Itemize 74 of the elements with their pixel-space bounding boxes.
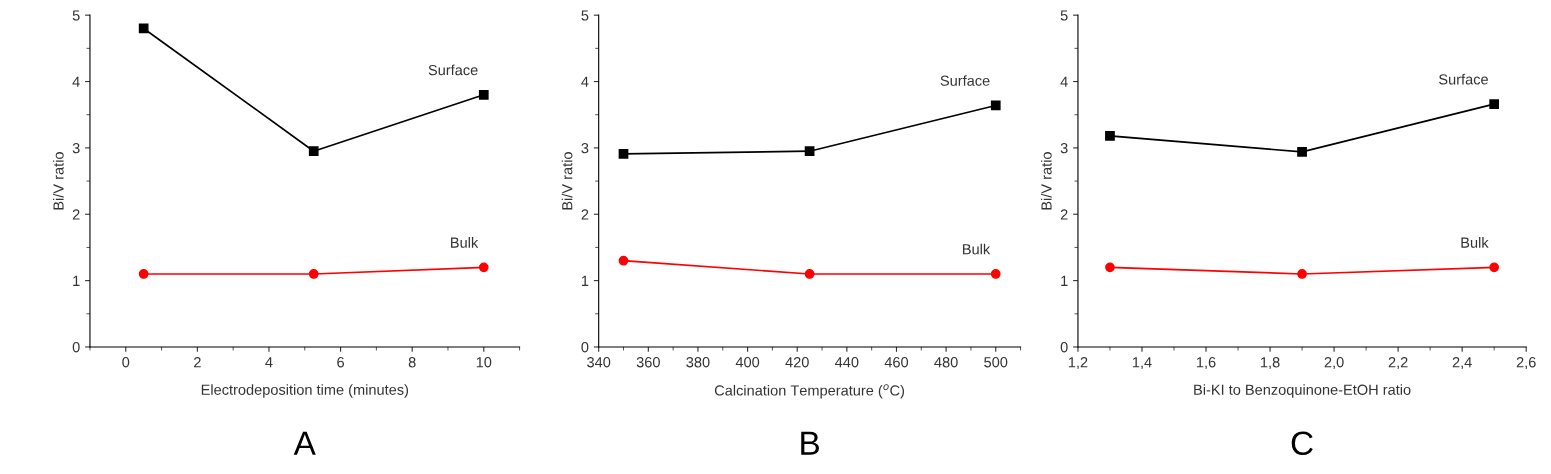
point	[478, 262, 489, 273]
point	[138, 269, 149, 279]
y-tick-label: 4	[1060, 76, 1068, 87]
x-tick-label: 400	[735, 357, 760, 368]
y-tick-label: 3	[1060, 142, 1068, 154]
point	[618, 148, 629, 159]
point	[308, 269, 319, 279]
y-axis-title: Bi/V ratio	[1040, 152, 1052, 210]
point	[1297, 147, 1307, 157]
x-tick-label: 500	[984, 357, 1008, 368]
y-tick-label: 5	[1060, 10, 1068, 21]
x-tick-label: 360	[636, 357, 660, 368]
point	[1489, 262, 1500, 273]
x-tick-label: 460	[884, 357, 909, 368]
x-tick-label: 1,8	[1261, 357, 1280, 370]
point	[1489, 99, 1500, 109]
x-tick-label: 10	[476, 357, 492, 368]
text: A	[293, 431, 316, 455]
point	[804, 146, 815, 157]
x-tick-label: 380	[686, 357, 710, 368]
point	[1105, 131, 1115, 141]
x-tick-label: 2,4	[1452, 357, 1472, 370]
point	[990, 269, 1001, 279]
x-tick-label: 0	[122, 357, 130, 368]
point	[990, 100, 1001, 111]
y-tick-label: 4	[581, 76, 589, 87]
y-tick-label: 3	[72, 142, 80, 154]
series-label: Surface	[940, 75, 990, 86]
y-tick-label: 2	[581, 209, 589, 220]
x-tick-label: 2,2	[1388, 357, 1408, 370]
x-tick-label: 2	[194, 357, 201, 368]
y-tick-label: 5	[72, 10, 80, 21]
x-tick-label: 4	[265, 357, 273, 368]
text: B	[801, 431, 819, 455]
point	[138, 23, 149, 34]
y-axis-title: Bi/V ratio	[52, 152, 64, 210]
x-axis-title: Calcination Temperature ($^{o}$C)	[714, 384, 905, 399]
series-label: Surface	[1439, 73, 1488, 85]
x-tick-label: 1,2	[1068, 357, 1088, 370]
x-tick-label: 480	[934, 357, 958, 368]
point	[1297, 269, 1307, 279]
y-tick-label: 4	[72, 76, 80, 87]
point	[308, 146, 319, 157]
series-label: Bulk	[451, 237, 479, 248]
y-tick-label: 0	[581, 342, 589, 353]
series-label: Bulk	[1461, 237, 1489, 248]
text: C	[1291, 431, 1313, 456]
y-tick-label: 1	[581, 275, 589, 286]
y-tick-label: 2	[72, 209, 80, 220]
y-tick-label: 5	[581, 10, 589, 21]
point	[1105, 262, 1115, 273]
y-tick-label: 0	[72, 342, 80, 353]
y-tick-label: 1	[1061, 275, 1068, 286]
series-label: Surface	[428, 64, 478, 76]
x-tick-label: 1,6	[1196, 357, 1216, 370]
point	[804, 269, 815, 279]
x-tick-label: 420	[785, 357, 809, 368]
x-axis-title: Electrodeposition time (minutes)	[201, 384, 409, 398]
x-tick-label: 6	[337, 357, 344, 368]
y-tick-label: 1	[73, 275, 80, 286]
x-axis-title: Bi-KI to Benzoquinone-EtOH ratio	[1194, 384, 1411, 398]
x-tick-label: 2,6	[1516, 357, 1536, 370]
x-tick-label: 1,4	[1132, 357, 1152, 370]
x-tick-label: 440	[835, 357, 859, 368]
point	[618, 255, 629, 266]
x-tick-label: 340	[587, 357, 611, 368]
x-tick-label: 8	[408, 357, 416, 368]
y-axis-title: Bi/V ratio	[561, 152, 573, 210]
y-tick-label: 2	[1060, 209, 1068, 220]
y-tick-label: 3	[581, 142, 589, 154]
series-label: Bulk	[963, 243, 991, 255]
x-tick-label: 2,0	[1324, 357, 1344, 370]
y-tick-label: 0	[1060, 342, 1068, 353]
point	[478, 89, 489, 100]
